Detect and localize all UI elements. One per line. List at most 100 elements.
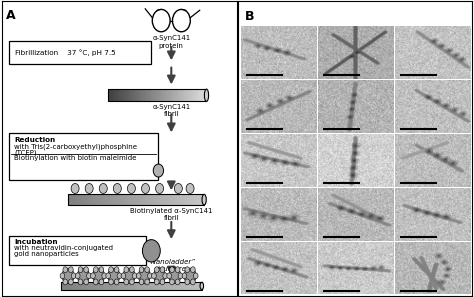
- Bar: [172, 89, 174, 102]
- Bar: [149, 282, 153, 290]
- Bar: [150, 194, 153, 205]
- Circle shape: [114, 279, 119, 285]
- Bar: [198, 282, 202, 290]
- Bar: [61, 282, 202, 290]
- Circle shape: [152, 273, 156, 279]
- Bar: [120, 89, 123, 102]
- Bar: [140, 89, 143, 102]
- Bar: [188, 282, 191, 290]
- Bar: [177, 282, 181, 290]
- Bar: [75, 194, 78, 205]
- Bar: [173, 194, 177, 205]
- Bar: [75, 282, 79, 290]
- Bar: [122, 194, 126, 205]
- Bar: [103, 282, 107, 290]
- Bar: [181, 282, 184, 290]
- Text: 10nm: 10nm: [145, 245, 158, 249]
- Bar: [95, 194, 99, 205]
- Bar: [114, 282, 118, 290]
- Circle shape: [185, 267, 190, 273]
- Bar: [163, 282, 167, 290]
- Bar: [187, 194, 191, 205]
- Bar: [137, 89, 140, 102]
- Bar: [177, 194, 180, 205]
- Bar: [85, 194, 89, 205]
- Text: Fibrillization    37 °C, pH 7.5: Fibrillization 37 °C, pH 7.5: [15, 50, 116, 56]
- Bar: [136, 194, 139, 205]
- Bar: [156, 194, 160, 205]
- Circle shape: [124, 267, 128, 273]
- Circle shape: [145, 279, 149, 285]
- Bar: [157, 89, 160, 102]
- Bar: [153, 194, 156, 205]
- Circle shape: [175, 267, 180, 273]
- Circle shape: [84, 267, 89, 273]
- Bar: [68, 194, 204, 205]
- Bar: [61, 282, 64, 290]
- Bar: [92, 194, 95, 205]
- Text: α-SynC141
protein: α-SynC141 protein: [152, 35, 191, 49]
- Bar: [139, 194, 143, 205]
- Circle shape: [109, 267, 113, 273]
- Circle shape: [169, 268, 181, 283]
- Circle shape: [170, 279, 174, 285]
- Circle shape: [63, 267, 68, 273]
- Circle shape: [60, 273, 65, 279]
- Circle shape: [128, 184, 136, 193]
- Circle shape: [147, 273, 152, 279]
- Bar: [146, 194, 150, 205]
- Bar: [184, 89, 187, 102]
- Bar: [150, 89, 152, 102]
- Bar: [108, 89, 207, 102]
- Bar: [128, 282, 131, 290]
- Circle shape: [139, 279, 144, 285]
- Circle shape: [75, 273, 80, 279]
- Bar: [99, 194, 102, 205]
- Bar: [129, 194, 133, 205]
- Bar: [160, 282, 163, 290]
- Bar: [102, 194, 106, 205]
- Circle shape: [191, 267, 195, 273]
- Bar: [199, 89, 201, 102]
- Circle shape: [186, 184, 194, 193]
- Circle shape: [93, 267, 98, 273]
- Circle shape: [91, 273, 95, 279]
- Bar: [100, 282, 103, 290]
- Bar: [164, 89, 167, 102]
- Bar: [123, 89, 125, 102]
- Bar: [131, 282, 135, 290]
- Bar: [118, 89, 120, 102]
- Bar: [86, 282, 89, 290]
- Bar: [143, 89, 145, 102]
- Bar: [167, 89, 170, 102]
- Circle shape: [117, 273, 122, 279]
- Circle shape: [155, 279, 159, 285]
- Text: with Tris(2-carboxyethyl)phosphine: with Tris(2-carboxyethyl)phosphine: [14, 143, 137, 150]
- Circle shape: [143, 240, 160, 262]
- Circle shape: [185, 279, 190, 285]
- Circle shape: [78, 279, 83, 285]
- Bar: [121, 282, 124, 290]
- Circle shape: [138, 268, 150, 283]
- Bar: [68, 194, 72, 205]
- Text: Biotinylated α-SynC141
fibril: Biotinylated α-SynC141 fibril: [130, 208, 212, 221]
- Circle shape: [184, 268, 196, 283]
- Bar: [184, 194, 187, 205]
- Bar: [82, 282, 86, 290]
- Bar: [147, 89, 150, 102]
- Bar: [113, 89, 115, 102]
- Bar: [153, 282, 156, 290]
- Circle shape: [178, 273, 183, 279]
- Circle shape: [170, 267, 174, 273]
- Bar: [118, 282, 121, 290]
- Text: A: A: [6, 9, 16, 22]
- Circle shape: [108, 268, 120, 283]
- Bar: [184, 282, 188, 290]
- Circle shape: [99, 184, 107, 193]
- Circle shape: [160, 267, 165, 273]
- Bar: [133, 89, 135, 102]
- Circle shape: [77, 268, 90, 283]
- Bar: [93, 282, 96, 290]
- Circle shape: [129, 279, 134, 285]
- Text: Reduction: Reduction: [14, 137, 55, 143]
